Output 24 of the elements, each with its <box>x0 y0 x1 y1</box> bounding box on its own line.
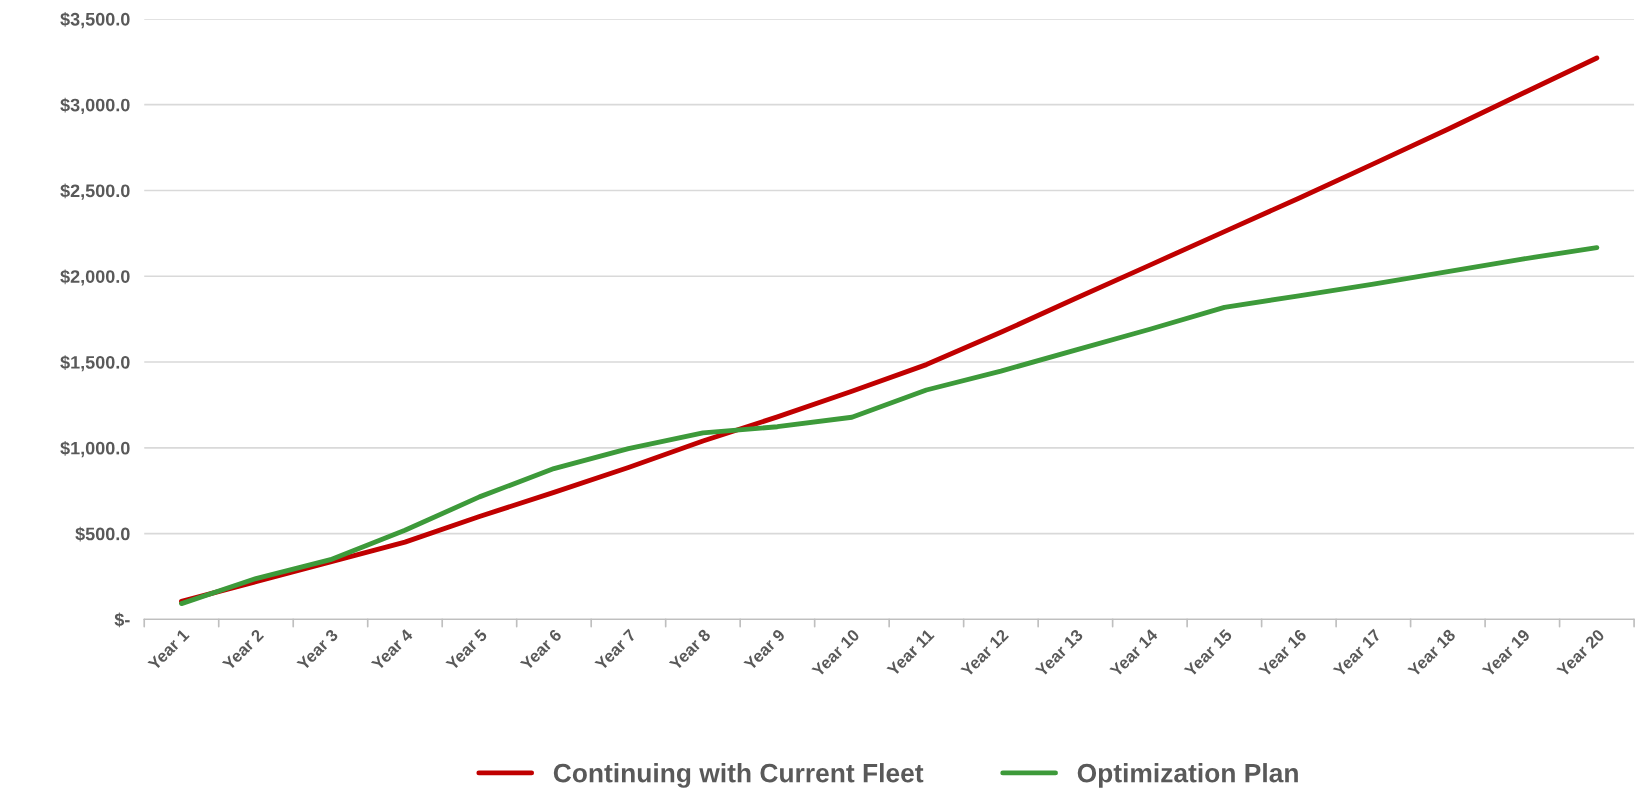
x-tick-label: Year 4 <box>370 628 414 671</box>
x-tick-label: Year 5 <box>445 628 488 671</box>
x-tick-label: Year 8 <box>668 628 712 671</box>
y-tick-label: $- <box>114 612 130 628</box>
x-tick-label: Year 9 <box>743 628 786 671</box>
legend-label: Continuing with Current Fleet <box>553 763 924 788</box>
y-tick-label: $2,000.0 <box>60 269 130 286</box>
x-tick-label: Year 7 <box>594 628 637 671</box>
x-tick-label: Year 3 <box>296 628 339 671</box>
x-tick-label: Year 19 <box>1481 628 1531 678</box>
legend-label: Optimization Plan <box>1077 763 1298 788</box>
x-tick-label: Year 11 <box>886 628 935 677</box>
line-series <box>179 245 1600 607</box>
line-series <box>179 55 1600 604</box>
x-tick-label: Year 6 <box>519 628 563 671</box>
y-tick-label: $1,000.0 <box>60 440 130 458</box>
x-tick-label: Year 17 <box>1332 628 1382 678</box>
y-tick-label: $500.0 <box>75 526 130 542</box>
y-tick-label: $2,500.0 <box>60 183 130 200</box>
y-tick-label: $3,500.0 <box>60 12 130 29</box>
x-tick-label: Year 1 <box>147 628 190 671</box>
x-tick-label: Year 2 <box>221 628 265 671</box>
y-tick-label: $1,500.0 <box>60 355 130 372</box>
y-tick-label: $3,000.0 <box>60 97 130 115</box>
